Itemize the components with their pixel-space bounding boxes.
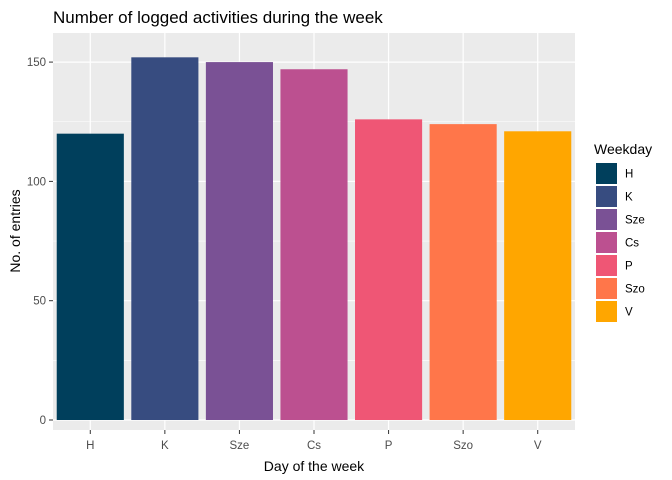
x-tick-label: P <box>385 440 393 452</box>
legend-label: Sze <box>625 215 645 227</box>
legend-label: P <box>625 261 633 273</box>
x-axis-title: Day of the week <box>264 458 365 474</box>
legend-label: K <box>625 192 633 204</box>
legend-key <box>596 255 617 276</box>
legend-label: Cs <box>625 238 639 250</box>
legend-key <box>596 301 617 322</box>
x-tick-label: H <box>86 440 94 452</box>
y-tick-label: 150 <box>27 57 46 69</box>
x-tick-label: K <box>161 440 169 452</box>
legend-label: V <box>625 307 633 319</box>
x-axis: H K Sze Cs P Szo V <box>86 430 542 452</box>
bar-h <box>56 133 124 420</box>
legend-label: Szo <box>625 284 645 296</box>
bar-v <box>504 131 572 421</box>
legend-key <box>596 186 617 207</box>
bar-k <box>131 57 199 420</box>
chart-title: Number of logged activities during the w… <box>53 8 383 27</box>
bar-cs <box>280 69 348 421</box>
legend-key <box>596 232 617 253</box>
y-tick-label: 100 <box>27 176 46 188</box>
x-tick-label: Cs <box>307 440 321 452</box>
x-tick-label: V <box>534 440 542 452</box>
bar-szo <box>429 124 497 420</box>
y-axis: 0 50 100 150 <box>27 57 53 427</box>
bar-p <box>355 119 423 420</box>
legend-title: Weekday <box>594 141 652 157</box>
legend-key <box>596 163 617 184</box>
bars <box>56 57 572 421</box>
y-tick-label: 50 <box>33 296 46 308</box>
x-tick-label: Szo <box>453 440 473 452</box>
legend: Weekday HK Sze Cs P Szo V <box>594 141 652 322</box>
bar-sze <box>205 62 273 420</box>
y-tick-label: 0 <box>40 415 46 427</box>
legend-label: H <box>625 169 633 181</box>
y-axis-title: No. of entries <box>7 189 23 272</box>
legend-key <box>596 209 617 230</box>
x-tick-label: Sze <box>230 440 250 452</box>
legend-key <box>596 278 617 299</box>
